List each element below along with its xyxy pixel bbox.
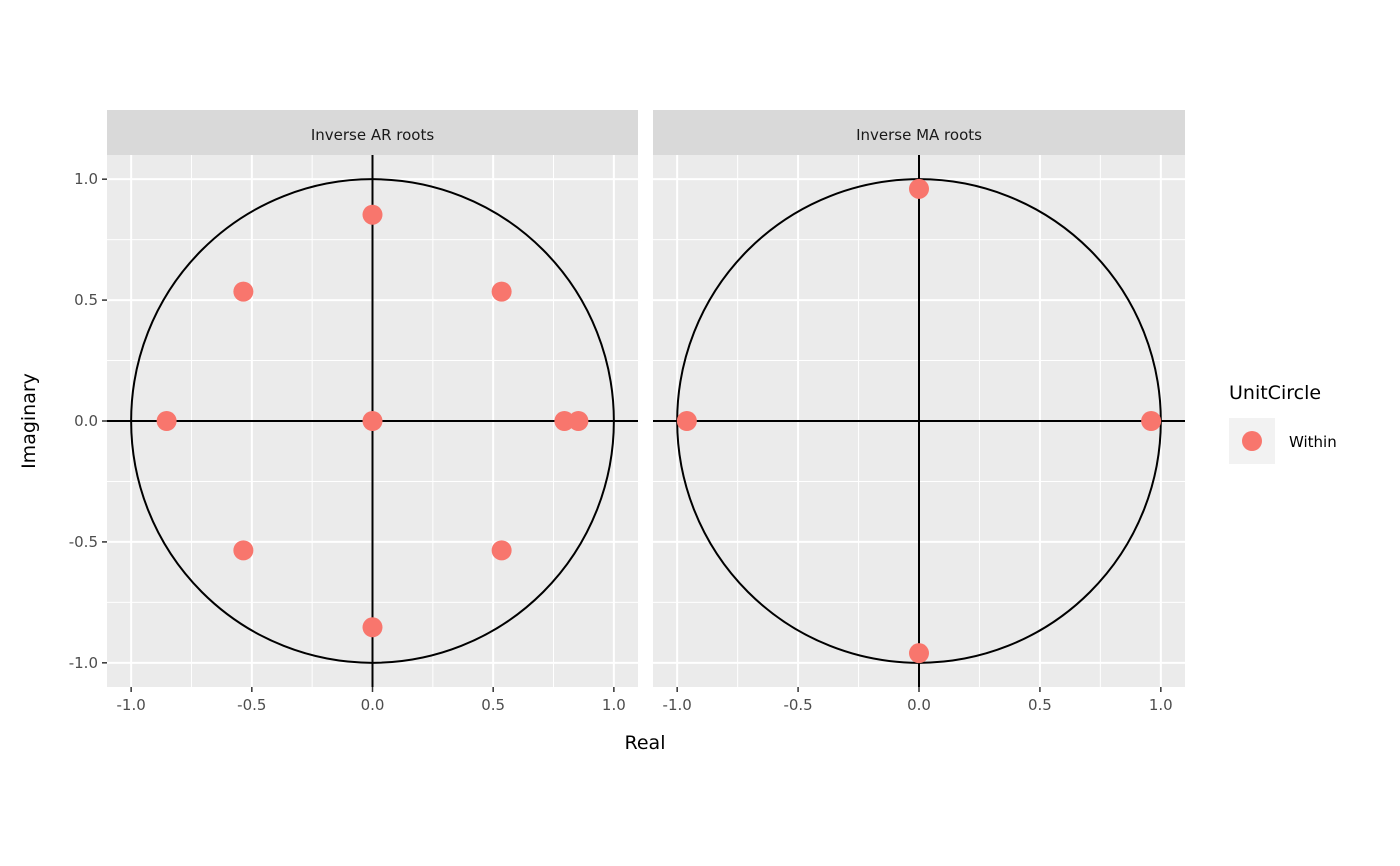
root-point bbox=[362, 617, 383, 638]
x-tick-label: -0.5 bbox=[783, 696, 812, 714]
legend-label-within: Within bbox=[1289, 433, 1337, 451]
root-point bbox=[676, 411, 697, 431]
x-tick-label: 0.0 bbox=[907, 696, 931, 714]
root-point bbox=[491, 540, 512, 561]
strip-title-ma: Inverse MA roots bbox=[856, 126, 982, 144]
root-point bbox=[554, 411, 575, 431]
root-point bbox=[156, 411, 177, 431]
legend-title: UnitCircle bbox=[1229, 382, 1321, 404]
root-point bbox=[233, 540, 254, 561]
root-point bbox=[1141, 411, 1162, 431]
y-axis: -1.0 -0.5 0.0 0.5 1.0 bbox=[69, 170, 107, 672]
root-point bbox=[909, 643, 929, 664]
x-tick-label: 0.5 bbox=[1028, 696, 1052, 714]
x-tick-label: 0.5 bbox=[481, 696, 505, 714]
panel-ar: Inverse AR roots bbox=[107, 110, 638, 687]
x-tick-label: -1.0 bbox=[116, 696, 145, 714]
y-tick-label: 0.0 bbox=[74, 412, 98, 430]
strip-title-ar: Inverse AR roots bbox=[311, 126, 435, 144]
x-tick-label: -1.0 bbox=[663, 696, 692, 714]
panel-ma: Inverse MA roots bbox=[653, 110, 1185, 687]
y-tick-label: 0.5 bbox=[74, 291, 98, 309]
legend: UnitCircle Within bbox=[1229, 382, 1337, 464]
x-axis-ar: -1.0 -0.5 0.0 0.5 1.0 bbox=[116, 687, 626, 714]
root-point bbox=[362, 204, 383, 225]
y-tick-label: -0.5 bbox=[69, 533, 98, 551]
marks-ar bbox=[107, 155, 638, 687]
root-point bbox=[233, 281, 254, 302]
x-tick-label: 1.0 bbox=[1149, 696, 1173, 714]
x-tick-label: -0.5 bbox=[237, 696, 266, 714]
strip-background-ma bbox=[653, 110, 1185, 155]
y-tick-label: 1.0 bbox=[74, 170, 98, 188]
x-axis-ma: -1.0 -0.5 0.0 0.5 1.0 bbox=[663, 687, 1173, 714]
x-tick-label: 0.0 bbox=[361, 696, 385, 714]
root-point bbox=[491, 281, 512, 302]
x-tick-label: 1.0 bbox=[602, 696, 626, 714]
y-tick-label: -1.0 bbox=[69, 654, 98, 672]
marks-ma bbox=[653, 155, 1185, 687]
y-axis-title: Imaginary bbox=[18, 373, 40, 469]
x-axis-title: Real bbox=[625, 732, 666, 754]
root-point bbox=[362, 411, 383, 431]
strip-background-ar bbox=[107, 110, 638, 155]
legend-key-within bbox=[1242, 431, 1262, 451]
root-point bbox=[568, 411, 589, 431]
root-point bbox=[909, 178, 929, 199]
